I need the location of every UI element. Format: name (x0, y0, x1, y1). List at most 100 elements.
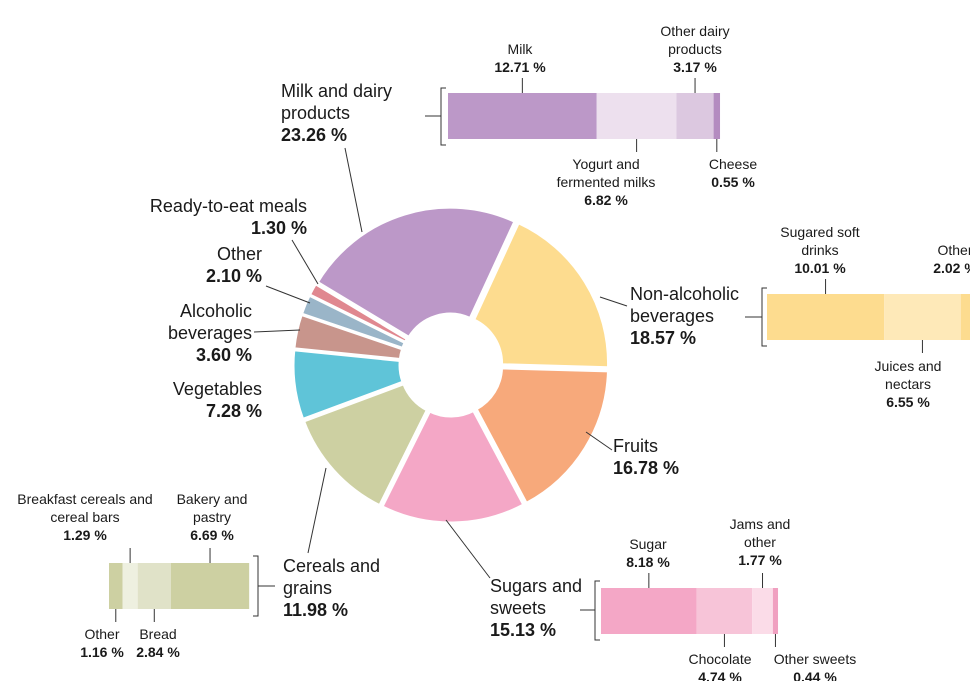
breakdown-name: Other (937, 242, 970, 258)
category-name: Vegetables (172, 379, 262, 399)
breakdown-name: Bakery and pastry (176, 491, 248, 525)
leader-line (344, 147, 363, 233)
leader-line (307, 467, 327, 554)
breakdown-value: 1.16 % (80, 644, 124, 660)
breakdown-segment (767, 294, 885, 340)
breakdown-value: 0.44 % (793, 669, 837, 681)
breakdown-name: Bread (139, 626, 177, 642)
breakdown-value: 1.29 % (63, 527, 107, 543)
breakdown-value: 6.82 % (584, 192, 628, 208)
breakdown-segment (596, 93, 677, 139)
breakdown-label: Sugar 8.18 % (618, 535, 678, 571)
breakdown-segment (170, 563, 250, 609)
category-name: Cereals and grains (283, 556, 381, 598)
category-value: 16.78 % (613, 458, 680, 478)
breakdown-name: Jams and other (729, 516, 791, 550)
category-value: 1.30 % (250, 218, 307, 238)
category-label: Vegetables 7.28 % (152, 378, 262, 422)
breakdown-name: Milk (507, 41, 533, 57)
category-label: Alcoholic beverages 3.60 % (157, 300, 252, 366)
category-name: Fruits (613, 436, 658, 456)
leader-line (265, 285, 311, 304)
breakdown-value: 1.77 % (738, 552, 782, 568)
pie-slice (301, 381, 430, 508)
breakdown-value: 4.74 % (698, 669, 742, 681)
breakdown-value: 6.69 % (190, 527, 234, 543)
bracket (440, 87, 446, 146)
breakdown-segment (137, 563, 171, 609)
breakdown-name: Juices and nectars (874, 358, 942, 392)
breakdown-name: Other sweets (773, 651, 857, 667)
leader-line (445, 519, 491, 579)
breakdown-name: Other dairy products (660, 23, 730, 57)
breakdown-name: Cheese (708, 156, 758, 172)
breakdown-segment (676, 93, 714, 139)
breakdown-name: Yogurt and fermented milks (556, 156, 656, 190)
breakdown-segment (752, 588, 773, 634)
category-label: Milk and dairy products 23.26 % (281, 80, 426, 146)
pie-slice (315, 205, 517, 340)
breakdown-value: 2.84 % (136, 644, 180, 660)
breakdown-segment (884, 294, 961, 340)
category-name: Ready-to-eat meals (149, 196, 307, 216)
category-name: Alcoholic beverages (167, 301, 252, 343)
breakdown-label: Milk 12.71 % (490, 40, 550, 76)
breakdown-name: Breakfast cereals and cereal bars (17, 491, 153, 525)
breakdown-name: Chocolate (688, 651, 752, 667)
breakdown-label: Chocolate 4.74 % (675, 650, 765, 681)
breakdown-label: Other 2.02 % (925, 241, 970, 277)
breakdown-label: Other dairy products 3.17 % (650, 22, 740, 76)
category-name: Milk and dairy products (281, 81, 393, 123)
breakdown-value: 3.17 % (673, 59, 717, 75)
breakdown-segment (696, 588, 753, 634)
breakdown-label: Breakfast cereals and cereal bars 1.29 % (5, 490, 165, 544)
breakdown-label: Bread 2.84 % (128, 625, 188, 661)
breakdown-segment (601, 588, 697, 634)
breakdown-label: Jams and other 1.77 % (725, 515, 795, 569)
category-value: 11.98 % (283, 600, 349, 620)
category-value: 2.10 % (205, 266, 262, 286)
breakdown-label: Other sweets 0.44 % (760, 650, 870, 681)
breakdown-segment (448, 93, 597, 139)
breakdown-label: Other 1.16 % (72, 625, 132, 661)
leader-line (253, 329, 301, 333)
category-label: Non-alcoholic beverages 18.57 % (630, 283, 765, 349)
category-label: Sugars and sweets 15.13 % (490, 575, 600, 641)
breakdown-segment (122, 563, 138, 609)
category-value: 3.60 % (195, 345, 252, 365)
leader-line (585, 431, 613, 451)
pie-slice (471, 220, 610, 370)
category-label: Cereals and grains 11.98 % (283, 555, 398, 621)
category-name: Non-alcoholic beverages (630, 284, 740, 326)
breakdown-value: 6.55 % (886, 394, 930, 410)
category-value: 15.13 % (490, 620, 557, 640)
breakdown-label: Juices and nectars 6.55 % (863, 357, 953, 411)
pie-slice (307, 281, 410, 345)
breakdown-name: Other (84, 626, 120, 642)
category-value: 23.26 % (281, 125, 348, 145)
breakdown-segment (713, 93, 721, 139)
category-label: Ready-to-eat meals 1.30 % (127, 195, 307, 239)
leader-line (291, 239, 319, 285)
leader-line (599, 296, 628, 307)
breakdown-label: Sugared soft drinks 10.01 % (775, 223, 865, 277)
breakdown-segment (772, 588, 779, 634)
category-value: 18.57 % (630, 328, 697, 348)
breakdown-label: Cheese 0.55 % (698, 155, 768, 191)
category-name: Other (216, 244, 262, 264)
breakdown-segment (109, 563, 123, 609)
breakdown-segment (960, 294, 970, 340)
category-label: Other 2.10 % (112, 243, 262, 287)
breakdown-value: 10.01 % (794, 260, 846, 276)
breakdown-value: 0.55 % (711, 174, 755, 190)
breakdown-name: Sugar (629, 536, 667, 552)
breakdown-value: 12.71 % (494, 59, 546, 75)
category-label: Fruits 16.78 % (613, 435, 713, 479)
category-value: 7.28 % (205, 401, 262, 421)
category-name: Sugars and sweets (490, 576, 583, 618)
breakdown-value: 8.18 % (626, 554, 670, 570)
pie-slice (379, 408, 526, 525)
breakdown-value: 2.02 % (933, 260, 970, 276)
